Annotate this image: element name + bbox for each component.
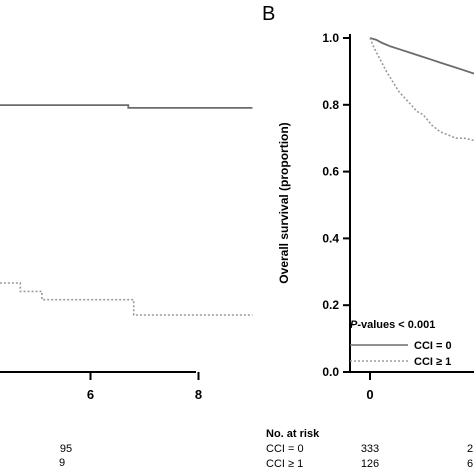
panel-a-x-tick-label: 6	[87, 387, 94, 402]
panel-b-y-ticks: 0.0 0.2 0.4 0.6 0.8 1.0	[322, 31, 350, 379]
panel-b-x-ticks: 0	[366, 372, 374, 402]
panel-a-risk-row2-value: 9	[59, 457, 65, 469]
panel-b-curves	[369, 37, 474, 142]
risk-table: No. at risk CCI = 0 333 2 CCI ≥ 1 126 6	[266, 428, 473, 470]
panel-a-curves	[0, 104, 253, 316]
panel-b-y-tick-label: 0.8	[322, 98, 339, 112]
legend-title: P-values < 0.001	[350, 319, 435, 331]
panel-b-legend: P-values < 0.001 CCI = 0 CCI ≥ 1	[350, 319, 452, 368]
panel-b-x-tick-label: 0	[366, 387, 373, 402]
risk-row-cci-0-value-0: 333	[361, 443, 379, 455]
panel-b-curve-cci-0	[369, 37, 474, 75]
panel-b-y-tick-label: 0.6	[322, 165, 339, 179]
legend-label-cci-0: CCI = 0	[414, 340, 452, 352]
panel-b-curve-cci-1	[369, 37, 474, 142]
legend-label-cci-1: CCI ≥ 1	[414, 356, 451, 368]
panel-a-risk-row1-value: 95	[60, 443, 72, 455]
panel-b-y-tick-label: 1.0	[322, 31, 339, 45]
risk-row-cci-1-value-0: 126	[361, 458, 379, 470]
panel-b-y-tick-label: 0.4	[322, 231, 339, 245]
risk-row-label-cci-1: CCI ≥ 1	[266, 458, 303, 470]
panel-b-y-tick-label: 0.2	[322, 298, 339, 312]
panel-b-y-axis-title: Overall survival (proportion)	[277, 122, 291, 283]
panel-a-x-tick-label: 8	[195, 387, 202, 402]
risk-row-label-cci-0: CCI = 0	[266, 443, 304, 455]
panel-b-label: B	[262, 3, 275, 25]
panel-a-curve-1	[0, 282, 253, 316]
panel-b-y-tick-label: 0.0	[322, 365, 339, 379]
panel-a-curve-0	[0, 104, 253, 109]
panel-b: B Overall survival (proportion) 0.00.20.…	[262, 3, 474, 470]
risk-row-cci-0-value-1: 2	[467, 443, 473, 455]
risk-table-title: No. at risk	[266, 428, 320, 440]
risk-row-cci-1-value-1: 6	[467, 458, 473, 470]
